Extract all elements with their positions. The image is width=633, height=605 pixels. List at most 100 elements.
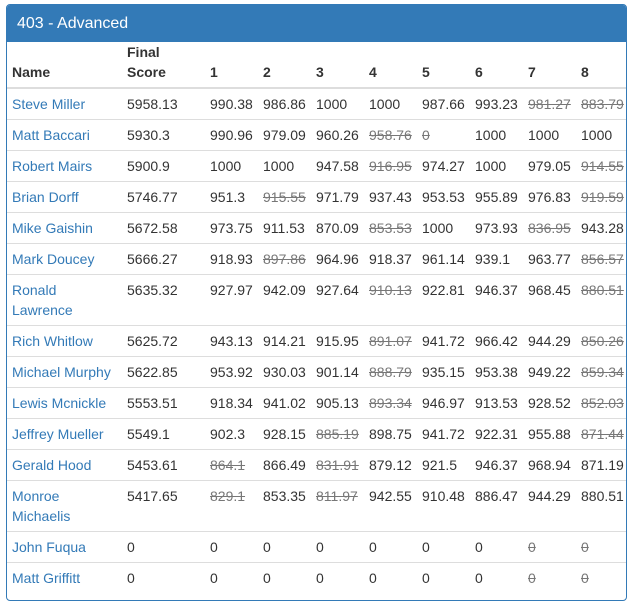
round-2-score-cell: 1000 [258, 150, 311, 182]
round-1-score-cell: 918.93 [205, 243, 258, 275]
player-name-link[interactable]: Monroe Michaelis [12, 488, 71, 524]
round-1-score-cell: 943.13 [205, 325, 258, 357]
player-name-link[interactable]: Michael Murphy [12, 364, 111, 380]
header-row: Name Final Score 1 2 3 4 5 6 7 8 [7, 42, 626, 89]
round-7-score-cell: 928.52 [523, 387, 576, 419]
final-score-cell: 5672.58 [122, 212, 205, 244]
player-name-cell: Lewis Mcnickle [7, 387, 122, 419]
table-row: John Fuqua 0 0 0 0 0 0 0 0 0 [7, 531, 626, 563]
round-4-score-cell: 888.79 [364, 356, 417, 388]
round-4-score-cell: 898.75 [364, 418, 417, 450]
header-round-5: 5 [417, 42, 470, 89]
round-6-score-cell: 955.89 [470, 181, 523, 213]
round-6-score-cell: 886.47 [470, 480, 523, 532]
final-score-cell: 5635.32 [122, 274, 205, 326]
player-name-link[interactable]: Robert Mairs [12, 158, 93, 174]
header-round-2: 2 [258, 42, 311, 89]
round-7-score-cell: 963.77 [523, 243, 576, 275]
final-score-cell: 5549.1 [122, 418, 205, 450]
round-8-score-cell: 871.44 [576, 418, 626, 450]
round-2-score-cell: 930.03 [258, 356, 311, 388]
round-3-score-cell: 811.97 [311, 480, 364, 532]
round-1-score-cell: 953.92 [205, 356, 258, 388]
round-1-score-cell: 990.38 [210, 96, 253, 112]
round-5-score-cell: 922.81 [417, 274, 470, 326]
round-2-score-cell: 986.86 [263, 96, 306, 112]
round-8-score-cell: 1000 [576, 119, 626, 151]
round-3-score-cell: 901.14 [311, 356, 364, 388]
table-row: Jeffrey Mueller 5549.1 902.3 928.15 885.19 89… [7, 418, 626, 450]
header-round-4: 4 [364, 42, 417, 89]
round-4-score-cell: 958.76 [364, 119, 417, 151]
header-round-7: 7 [523, 42, 576, 89]
round-7-score-cell: 955.88 [523, 418, 576, 450]
player-name-link[interactable]: Jeffrey Mueller [12, 426, 104, 442]
round-3-score-cell: 831.91 [311, 449, 364, 481]
round-3-score-cell: 964.96 [311, 243, 364, 275]
round-4-score-cell: 891.07 [364, 325, 417, 357]
round-3-score-cell: 885.19 [311, 418, 364, 450]
round-3-score-cell: 960.26 [311, 119, 364, 151]
round-1-score-cell: 927.97 [205, 274, 258, 326]
results-body: Steve Miller 5958.13 990.38 986.86 1000 1000 9… [7, 88, 626, 593]
round-5-score-cell: 946.97 [417, 387, 470, 419]
round-8-score-cell: 880.51 [576, 274, 626, 326]
player-name-link[interactable]: Lewis Mcnickle [12, 395, 107, 411]
final-score-cell: 5453.61 [122, 449, 205, 481]
player-name-link[interactable]: Gerald Hood [12, 457, 92, 473]
round-8-score-cell: 0 [576, 531, 626, 563]
player-name-link[interactable]: Ronald Lawrence [12, 282, 73, 318]
header-final-line1: Final [127, 44, 160, 60]
round-6-score-cell: 973.93 [470, 212, 523, 244]
round-5-score-cell: 961.14 [417, 243, 470, 275]
player-name-cell: Steve Miller [7, 88, 122, 120]
player-name-cell: Gerald Hood [7, 449, 122, 481]
round-7-score-cell: 968.94 [523, 449, 576, 481]
round-2-score-cell: 0 [258, 562, 311, 593]
table-row: Gerald Hood 5453.61 864.1 866.49 831.91 879.1… [7, 449, 626, 481]
round-1-score-cell: 951.3 [205, 181, 258, 213]
player-name-link[interactable]: Steve Miller [12, 96, 86, 112]
player-name-link[interactable]: Rich Whitlow [12, 333, 93, 349]
round-7-score-cell: 981.27 [528, 96, 571, 112]
round-2-score-cell: 853.35 [258, 480, 311, 532]
round-8-score-cell: 856.57 [576, 243, 626, 275]
round-1-score-cell: 864.1 [205, 449, 258, 481]
round-8-score-cell: 0 [576, 562, 626, 593]
final-score-cell: 5666.27 [122, 243, 205, 275]
round-8-score-cell: 850.26 [576, 325, 626, 357]
round-2-score-cell: 0 [258, 531, 311, 563]
player-name-link[interactable]: Mike Gaishin [12, 220, 93, 236]
round-8-score-cell: 919.59 [576, 181, 626, 213]
round-7-score-cell: 949.22 [523, 356, 576, 388]
round-8-score-cell: 883.79 [581, 96, 624, 112]
round-1-score-cell: 918.34 [205, 387, 258, 419]
round-5-score-cell: 921.5 [417, 449, 470, 481]
player-name-link[interactable]: Mark Doucey [12, 251, 95, 267]
player-name-link[interactable]: Matt Baccari [12, 127, 90, 143]
final-score-cell: 5622.85 [122, 356, 205, 388]
round-5-score-cell: 0 [417, 119, 470, 151]
player-name-cell: John Fuqua [7, 531, 122, 563]
table-row: Mark Doucey 5666.27 918.93 897.86 964.96 918.… [7, 243, 626, 275]
round-5-score-cell: 1000 [417, 212, 470, 244]
round-7-score-cell: 836.95 [523, 212, 576, 244]
player-name-link[interactable]: Brian Dorff [12, 189, 79, 205]
round-3-score-cell: 927.64 [311, 274, 364, 326]
table-row: Steve Miller 5958.13 990.38 986.86 1000 1000 9… [7, 88, 626, 120]
round-6-score-cell: 953.38 [470, 356, 523, 388]
table-row: Mike Gaishin 5672.58 973.75 911.53 870.09 853… [7, 212, 626, 244]
round-4-score-cell: 916.95 [364, 150, 417, 182]
player-name-link[interactable]: Matt Griffitt [12, 570, 81, 586]
round-3-score-cell: 947.58 [311, 150, 364, 182]
round-2-score-cell: 914.21 [258, 325, 311, 357]
round-6-score-cell: 913.53 [470, 387, 523, 419]
header-round-3: 3 [311, 42, 364, 89]
table-row: Rich Whitlow 5625.72 943.13 914.21 915.95 891… [7, 325, 626, 357]
player-name-cell: Ronald Lawrence [7, 274, 122, 326]
round-1-score-cell: 990.96 [205, 119, 258, 151]
round-8-score-cell: 943.28 [576, 212, 626, 244]
round-7-score-cell: 976.83 [523, 181, 576, 213]
player-name-link[interactable]: John Fuqua [12, 539, 86, 555]
round-4-score-cell: 942.55 [364, 480, 417, 532]
